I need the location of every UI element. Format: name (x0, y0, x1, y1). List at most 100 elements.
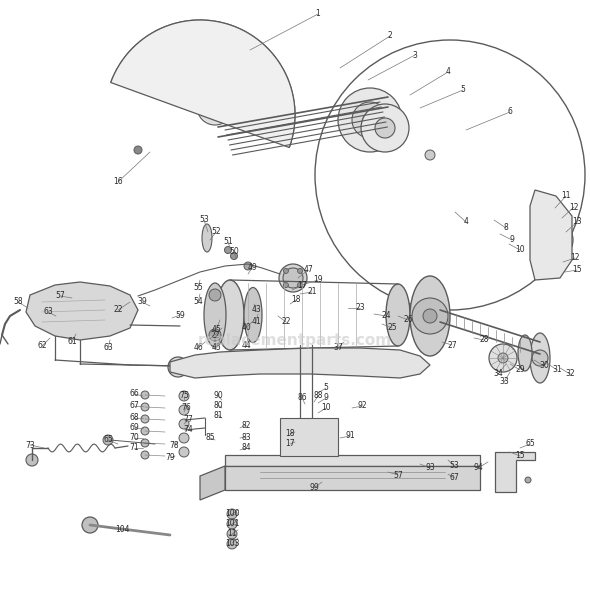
Text: 6: 6 (507, 107, 513, 116)
Text: 4: 4 (445, 68, 450, 77)
Circle shape (507, 477, 513, 483)
Text: 23: 23 (355, 304, 365, 313)
Circle shape (525, 477, 531, 483)
Circle shape (207, 99, 223, 115)
Text: 9: 9 (323, 394, 329, 403)
Text: 3: 3 (412, 50, 418, 59)
Circle shape (168, 357, 188, 377)
Text: 21: 21 (307, 288, 317, 297)
Text: 91: 91 (345, 431, 355, 440)
Circle shape (134, 146, 142, 154)
Text: 58: 58 (13, 298, 23, 307)
Polygon shape (200, 466, 225, 500)
Ellipse shape (530, 333, 550, 383)
Circle shape (423, 309, 437, 323)
Text: 37: 37 (333, 343, 343, 352)
Circle shape (545, 232, 561, 248)
Text: 11: 11 (561, 192, 571, 201)
Ellipse shape (410, 276, 450, 356)
Text: 93: 93 (425, 464, 435, 473)
Text: 88: 88 (313, 392, 323, 401)
Text: 17: 17 (297, 282, 307, 291)
Text: 22: 22 (281, 317, 291, 326)
Circle shape (141, 403, 149, 411)
Text: 40: 40 (241, 323, 251, 332)
Polygon shape (280, 418, 338, 456)
Text: 24: 24 (381, 311, 391, 320)
Circle shape (179, 405, 189, 415)
Text: 86: 86 (297, 394, 307, 403)
Ellipse shape (216, 280, 244, 350)
Circle shape (227, 519, 237, 529)
Circle shape (283, 268, 303, 288)
Text: 66: 66 (129, 389, 139, 398)
Text: 11: 11 (227, 530, 237, 539)
Polygon shape (170, 348, 430, 378)
Text: 30: 30 (539, 362, 549, 371)
Circle shape (227, 539, 237, 549)
Text: 68: 68 (129, 413, 139, 422)
Text: 74: 74 (183, 425, 193, 434)
Circle shape (141, 415, 149, 423)
Text: 100: 100 (225, 510, 240, 519)
Text: 55: 55 (193, 283, 203, 292)
Circle shape (244, 262, 252, 270)
Circle shape (209, 289, 221, 301)
Text: 77: 77 (183, 416, 193, 425)
Text: 45: 45 (211, 343, 221, 352)
Text: 63: 63 (103, 343, 113, 352)
Text: 82: 82 (241, 420, 251, 429)
Ellipse shape (202, 224, 212, 252)
Circle shape (533, 220, 573, 260)
Text: 15: 15 (572, 265, 582, 274)
Polygon shape (26, 282, 138, 340)
Text: 53: 53 (199, 216, 209, 225)
Polygon shape (225, 455, 480, 466)
Text: 13: 13 (572, 217, 582, 226)
Circle shape (231, 253, 238, 259)
Text: 61: 61 (67, 337, 77, 346)
Ellipse shape (204, 283, 226, 347)
Text: 83: 83 (241, 432, 251, 441)
Text: 71: 71 (129, 443, 139, 452)
Circle shape (197, 89, 233, 125)
Circle shape (212, 104, 218, 110)
Text: 28: 28 (479, 335, 489, 344)
Text: 80: 80 (213, 401, 223, 410)
Text: 92: 92 (357, 401, 367, 410)
Text: 22: 22 (210, 331, 219, 340)
Text: 45: 45 (211, 325, 221, 334)
Text: 59: 59 (175, 310, 185, 319)
Text: 65: 65 (103, 435, 113, 444)
Text: 25: 25 (387, 323, 397, 332)
Text: 84: 84 (241, 443, 251, 452)
Circle shape (141, 391, 149, 399)
Circle shape (72, 322, 78, 328)
Text: 67: 67 (129, 401, 139, 410)
Polygon shape (495, 452, 535, 492)
Circle shape (68, 318, 82, 332)
Text: 57: 57 (393, 470, 403, 480)
Circle shape (174, 363, 182, 371)
Circle shape (532, 350, 548, 366)
Circle shape (227, 509, 237, 519)
Text: 4: 4 (464, 217, 468, 226)
Text: 99: 99 (309, 483, 319, 492)
Circle shape (141, 451, 149, 459)
Polygon shape (111, 20, 295, 147)
Text: 17: 17 (285, 440, 295, 449)
Text: 75: 75 (179, 392, 189, 401)
Circle shape (338, 88, 402, 152)
Text: 104: 104 (114, 525, 129, 534)
Text: 78: 78 (169, 440, 179, 449)
Text: 19: 19 (313, 276, 323, 285)
Text: 2: 2 (388, 32, 392, 41)
Text: 70: 70 (129, 434, 139, 443)
Text: 15: 15 (515, 452, 525, 461)
Text: 51: 51 (223, 237, 233, 247)
Text: 81: 81 (213, 410, 223, 419)
Circle shape (297, 283, 303, 288)
Text: 1: 1 (316, 10, 320, 19)
Circle shape (283, 283, 289, 288)
Text: 18: 18 (285, 429, 295, 438)
